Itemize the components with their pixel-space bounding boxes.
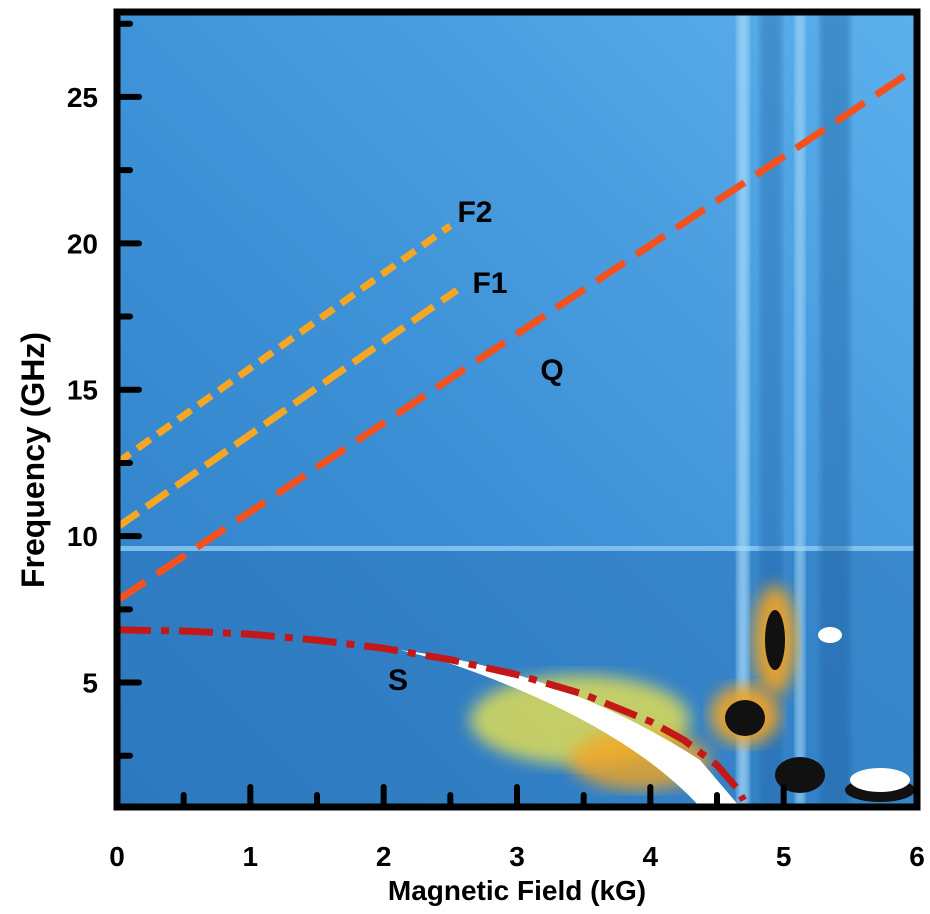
x-tick-label: 5 — [776, 841, 792, 872]
series-label: F1 — [472, 267, 507, 300]
y-tick-label: 25 — [67, 82, 98, 113]
x-tick-label: 4 — [643, 841, 659, 872]
series-label: S — [388, 664, 408, 697]
series-line — [117, 626, 747, 802]
x-tick-label: 2 — [376, 841, 392, 872]
y-tick-label: 15 — [67, 375, 98, 406]
series-line — [117, 222, 453, 466]
plot-area — [117, 64, 917, 802]
y-axis-label: Frequency (GHz) — [15, 332, 51, 588]
series-label: F2 — [457, 196, 492, 229]
x-tick-label: 3 — [509, 841, 525, 872]
x-tick-label: 1 — [243, 841, 259, 872]
x-tick-label: 0 — [109, 841, 125, 872]
series-line — [117, 64, 917, 604]
x-tick-label: 6 — [909, 841, 925, 872]
series-line — [117, 287, 460, 531]
heatmap-background — [117, 12, 917, 807]
y-tick-label: 10 — [67, 521, 98, 552]
y-tick-label: 5 — [82, 668, 98, 699]
x-axis-label: Magnetic Field (kG) — [388, 875, 646, 906]
series-label: Q — [540, 354, 563, 387]
y-tick-label: 20 — [67, 228, 98, 259]
